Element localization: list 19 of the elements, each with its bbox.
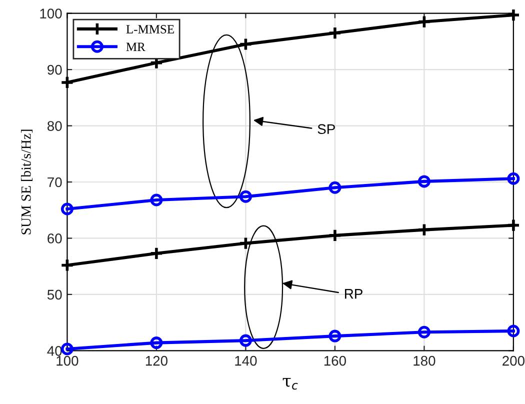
y-tick-label: 60 xyxy=(48,234,62,244)
y-axis-title: SUM SE [bit/s/Hz] xyxy=(21,130,33,234)
x-axis-title: τ$_{c}$ xyxy=(282,378,298,390)
y-tick-label: 70 xyxy=(48,177,62,188)
x-tick-label: 180 xyxy=(414,356,436,366)
legend-label: MR xyxy=(126,42,146,51)
y-tick-label: 80 xyxy=(47,121,62,131)
annotation: RP xyxy=(345,289,362,299)
annotation: SP xyxy=(318,124,335,134)
y-tick-label: 50 xyxy=(47,290,62,300)
legend-label: L-MMSE xyxy=(126,25,174,34)
x-tick-label: 140 xyxy=(235,356,257,366)
y-tick-label: 90 xyxy=(48,64,62,75)
y-tick-label: 100 xyxy=(40,8,62,18)
x-tick-label: 100 xyxy=(56,356,78,366)
x-tick-label: 200 xyxy=(502,356,524,366)
x-tick-label: 120 xyxy=(146,356,168,366)
x-tick-label: 160 xyxy=(324,356,346,366)
y-tick-label: 40 xyxy=(47,346,62,356)
